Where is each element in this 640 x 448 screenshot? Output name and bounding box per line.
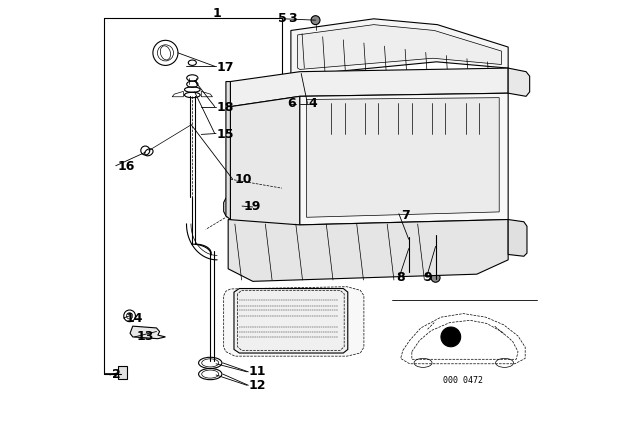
Text: 16: 16: [118, 160, 135, 173]
Polygon shape: [508, 68, 530, 96]
Circle shape: [311, 16, 320, 25]
Text: 9: 9: [423, 271, 432, 284]
Text: 6: 6: [287, 97, 296, 111]
Polygon shape: [300, 93, 508, 225]
Circle shape: [284, 314, 298, 329]
Text: 11: 11: [248, 365, 266, 379]
Text: 000 0472: 000 0472: [444, 376, 483, 385]
Text: 3: 3: [289, 12, 297, 26]
Circle shape: [441, 327, 461, 347]
Text: 19: 19: [244, 199, 261, 213]
Bar: [118, 366, 127, 379]
Text: 13: 13: [136, 330, 154, 344]
Ellipse shape: [278, 188, 286, 193]
Polygon shape: [223, 198, 257, 216]
Bar: [406, 236, 412, 239]
Circle shape: [431, 273, 440, 282]
Polygon shape: [298, 25, 502, 69]
Text: 17: 17: [217, 60, 234, 74]
Polygon shape: [230, 68, 508, 107]
Circle shape: [406, 269, 412, 276]
Polygon shape: [228, 220, 508, 281]
Polygon shape: [230, 96, 300, 229]
Text: 12: 12: [248, 379, 266, 392]
Text: 7: 7: [401, 208, 410, 222]
Text: 4: 4: [308, 97, 317, 111]
Text: 1: 1: [212, 7, 221, 20]
Polygon shape: [226, 82, 230, 220]
Polygon shape: [234, 289, 348, 353]
Text: 10: 10: [235, 172, 252, 186]
Text: 5: 5: [278, 12, 287, 26]
Polygon shape: [307, 98, 499, 217]
Polygon shape: [291, 19, 508, 75]
Ellipse shape: [432, 233, 439, 240]
Text: 15: 15: [217, 128, 234, 141]
Text: 8: 8: [396, 271, 405, 284]
Polygon shape: [223, 287, 364, 356]
Ellipse shape: [255, 228, 264, 234]
Polygon shape: [130, 326, 165, 339]
Text: 14: 14: [125, 311, 143, 325]
Ellipse shape: [475, 198, 497, 215]
Polygon shape: [508, 220, 527, 256]
Text: 18: 18: [217, 101, 234, 114]
Text: 2: 2: [111, 368, 120, 382]
